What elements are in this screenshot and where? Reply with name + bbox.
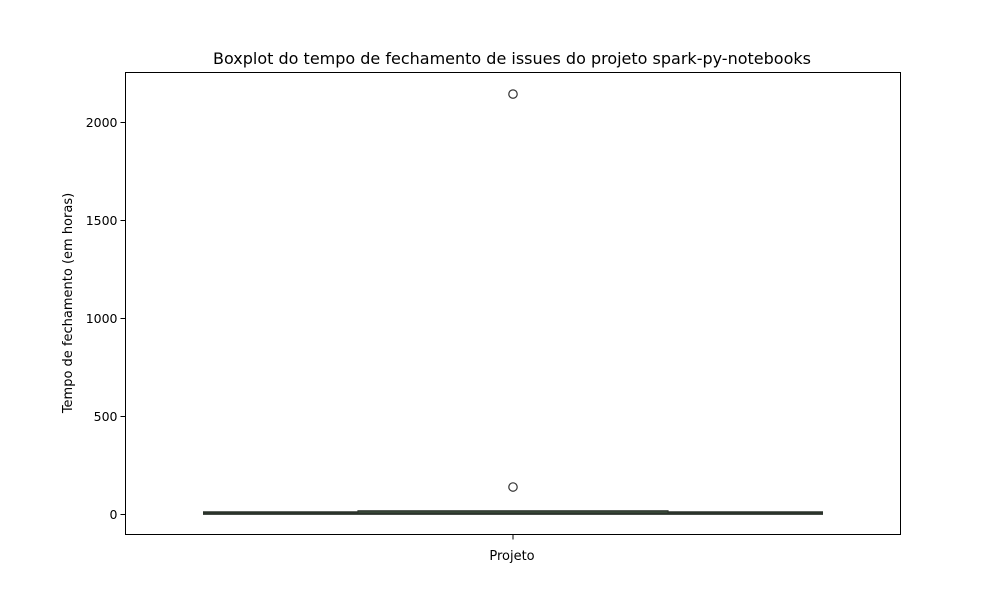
- y-axis: 0 500 1000 1500 2000: [86, 115, 126, 522]
- outlier-point: [508, 482, 518, 492]
- plot-area: [203, 89, 823, 515]
- y-tick-label: 0: [110, 507, 118, 522]
- y-axis-label: Tempo de fechamento (em horas): [61, 193, 76, 414]
- x-axis-label: Projeto: [489, 549, 534, 564]
- y-tick-label: 2000: [86, 115, 118, 130]
- y-tick-label: 1500: [86, 213, 118, 228]
- chart-title: Boxplot do tempo de fechamento de issues…: [213, 49, 811, 68]
- y-tick-label: 500: [94, 409, 118, 424]
- y-tick-label: 1000: [86, 311, 118, 326]
- outlier-point: [508, 89, 518, 99]
- x-axis: Projeto: [489, 534, 535, 564]
- axes-frame: [125, 72, 901, 535]
